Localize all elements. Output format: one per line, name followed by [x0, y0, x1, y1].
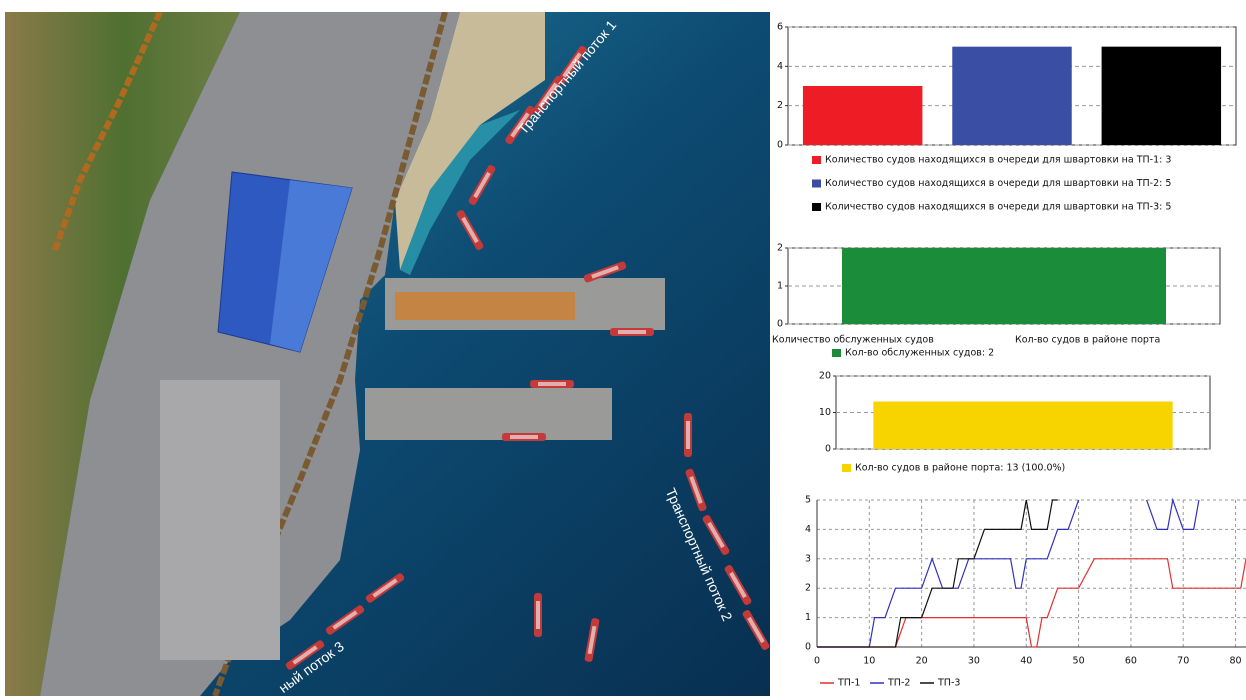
legend-label: Количество судов находящихся в очереди д… [825, 202, 1171, 213]
y-tick-label: 3 [805, 553, 811, 564]
ship [702, 515, 730, 555]
warehouse-roof [270, 180, 352, 352]
ship-deck [587, 625, 597, 655]
ship-deck [729, 571, 747, 599]
line-series [817, 497, 1200, 648]
legend-label: Кол-во судов в районе порта: 13 (100.0%) [855, 463, 1065, 474]
ship-deck [686, 421, 690, 449]
ship-deck [618, 330, 646, 334]
ship [534, 593, 542, 637]
ship-deck [536, 601, 540, 629]
legend-label: Кол-во обслуженных судов: 2 [845, 348, 994, 359]
ship-deck [747, 616, 765, 644]
y-tick-label: 1 [805, 612, 811, 623]
ship [583, 261, 627, 283]
ship-deck [538, 382, 566, 386]
line-series [817, 558, 1246, 648]
y-tick-label: 2 [805, 583, 811, 594]
ship [502, 433, 546, 441]
legend-label: ТП-2 [887, 678, 910, 689]
x-tick-label: 40 [1020, 656, 1032, 667]
x-tick-label: 70 [1177, 656, 1189, 667]
ship [456, 210, 484, 250]
y-tick-label: 2 [777, 243, 783, 254]
ship [533, 75, 563, 115]
y-tick-label: 4 [777, 61, 783, 72]
ship [530, 380, 574, 388]
x-tick-label: 20 [916, 656, 928, 667]
y-tick-label: 0 [825, 444, 831, 455]
ship-deck [689, 476, 703, 504]
port-area [40, 12, 460, 696]
y-tick-label: 1 [777, 281, 783, 292]
line-series [817, 499, 1058, 648]
legend-swatch [842, 464, 851, 472]
ship [365, 573, 405, 603]
ship [724, 565, 752, 605]
ship [685, 468, 707, 512]
y-tick-label: 0 [777, 140, 783, 151]
legend-swatch [812, 156, 821, 164]
legend-swatch [812, 203, 821, 211]
legend-label: ТП-3 [937, 678, 960, 689]
ship-deck [332, 610, 358, 630]
ship [468, 165, 496, 205]
yard [160, 380, 280, 660]
ships [285, 45, 770, 670]
legend-label: ТП-1 [837, 678, 860, 689]
legend-swatch [832, 349, 841, 357]
railway [52, 12, 163, 252]
x-tick-label: 0 [814, 656, 820, 667]
y-tick-label: 0 [777, 319, 783, 330]
category-label: Кол-во судов в районе порта [1015, 335, 1160, 346]
y-tick-label: 2 [777, 100, 783, 111]
pier [365, 388, 612, 440]
y-tick-label: 0 [805, 642, 811, 653]
ship-deck [707, 521, 725, 549]
ship-deck [510, 435, 538, 439]
legend-swatch [812, 179, 821, 188]
y-tick-label: 20 [819, 371, 831, 382]
y-tick-label: 6 [777, 22, 783, 33]
ship-deck [538, 82, 558, 108]
land [5, 12, 240, 696]
bar [952, 46, 1072, 145]
ship [325, 605, 365, 635]
x-tick-label: 30 [968, 656, 980, 667]
bar [873, 401, 1173, 449]
ship-deck [591, 265, 619, 279]
x-tick-label: 80 [1229, 656, 1241, 667]
bar [842, 248, 1166, 324]
ship [557, 45, 587, 85]
legend-label: Количество судов находящихся в очереди д… [825, 155, 1171, 166]
ship-deck [372, 578, 398, 598]
charts-panel: 0 2 4 6 Количество судов находящихся в очере… [772, 22, 1246, 689]
legend-label: Количество судов находящихся в очереди д… [825, 178, 1171, 189]
x-tick-label: 10 [863, 656, 875, 667]
x-tick-label: 60 [1125, 656, 1137, 667]
y-tick-label: 5 [805, 495, 811, 506]
bar [1101, 46, 1222, 145]
y-tick-label: 4 [805, 524, 811, 535]
ship [742, 610, 770, 650]
beach [395, 12, 545, 270]
category-label: Количество обслуженных судов [772, 335, 934, 346]
containers [395, 292, 575, 320]
ship [505, 105, 535, 145]
x-tick-label: 50 [1073, 656, 1085, 667]
ship-deck [473, 171, 491, 199]
bar [802, 86, 923, 145]
shallow [400, 110, 520, 275]
ship [285, 640, 325, 670]
ship-deck [562, 52, 582, 78]
ship [610, 328, 654, 336]
port-map: Транспортный поток 1 Транспортный поток … [5, 12, 770, 696]
ship [684, 413, 692, 457]
ship [584, 618, 600, 662]
ship-deck [461, 216, 479, 244]
ship-deck [510, 112, 530, 138]
ship-deck [292, 645, 318, 665]
y-tick-label: 10 [819, 407, 831, 418]
